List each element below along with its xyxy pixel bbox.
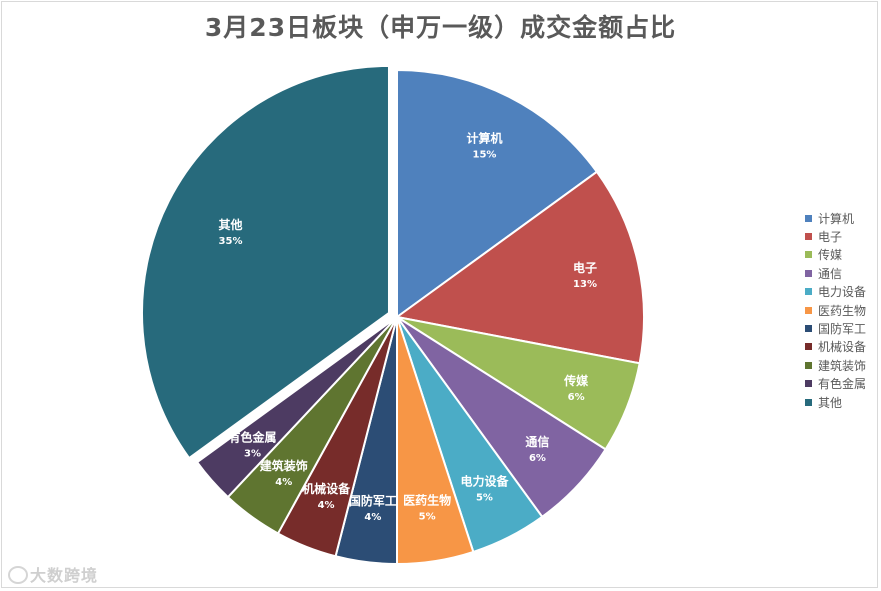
slice-percent-label: 35% xyxy=(219,236,243,247)
legend: 计算机电子传媒通信电力设备医药生物国防军工机械设备建筑装饰有色金属其他 xyxy=(805,209,877,411)
slice-percent-label: 5% xyxy=(419,511,436,522)
slice-label-8: 建筑装饰 4% xyxy=(259,458,308,488)
legend-label: 电力设备 xyxy=(818,285,867,300)
legend-label: 电子 xyxy=(818,230,843,245)
legend-item-6: 国防军工 xyxy=(805,319,877,337)
legend-swatch xyxy=(805,251,812,259)
legend-label: 机械设备 xyxy=(818,340,867,355)
legend-swatch xyxy=(805,306,812,314)
legend-label: 医药生物 xyxy=(818,303,867,318)
legend-label: 国防军工 xyxy=(818,322,867,337)
legend-item-5: 医药生物 xyxy=(805,301,877,319)
slice-label-9: 有色金属 3% xyxy=(228,429,276,459)
legend-label: 计算机 xyxy=(818,211,855,226)
slice-percent-label: 5% xyxy=(476,493,493,504)
slice-percent-label: 15% xyxy=(472,149,496,160)
slice-category-label: 有色金属 xyxy=(228,429,276,444)
pie-slice-1 xyxy=(394,170,645,365)
legend-label: 通信 xyxy=(818,266,843,281)
slice-label-1: 电子 13% xyxy=(573,260,597,290)
watermark: 大数跨境 xyxy=(8,562,98,586)
pie-slice-0 xyxy=(396,68,599,319)
legend-swatch xyxy=(805,233,812,241)
slice-percent-label: 3% xyxy=(244,448,261,459)
slice-percent-label: 6% xyxy=(529,453,546,464)
legend-item-8: 建筑装饰 xyxy=(805,356,877,374)
slice-category-label: 医药生物 xyxy=(403,492,451,507)
pie-slice-10 xyxy=(140,64,390,460)
slice-label-10: 其他 35% xyxy=(219,217,243,247)
watermark-text: 大数跨境 xyxy=(30,566,99,585)
legend-item-9: 有色金属 xyxy=(805,375,877,393)
legend-swatch xyxy=(805,398,812,406)
slice-label-5: 医药生物 5% xyxy=(403,492,451,522)
slice-category-label: 电子 xyxy=(573,260,597,275)
legend-label: 建筑装饰 xyxy=(818,358,867,373)
chart-title: 3月23日板块（申万一级）成交金额占比 xyxy=(204,13,677,42)
legend-item-0: 计算机 xyxy=(805,209,877,227)
legend-swatch xyxy=(805,380,812,388)
legend-swatch xyxy=(805,214,812,222)
slice-percent-label: 4% xyxy=(318,500,335,511)
slice-category-label: 建筑装饰 xyxy=(259,458,308,473)
legend-swatch xyxy=(805,343,812,351)
slice-category-label: 计算机 xyxy=(466,130,502,145)
legend-item-2: 传媒 xyxy=(805,246,877,264)
legend-swatch xyxy=(805,269,812,277)
slice-category-label: 电力设备 xyxy=(460,474,509,489)
legend-label: 传媒 xyxy=(818,248,843,263)
slice-label-2: 传媒 6% xyxy=(563,373,589,403)
slice-category-label: 国防军工 xyxy=(349,493,397,508)
slice-label-6: 国防军工 4% xyxy=(349,493,397,523)
legend-item-3: 通信 xyxy=(805,264,877,282)
slice-label-7: 机械设备 4% xyxy=(302,481,351,511)
slice-label-3: 通信 6% xyxy=(525,434,549,464)
legend-label: 其他 xyxy=(818,395,843,410)
legend-item-4: 电力设备 xyxy=(805,283,877,301)
legend-item-1: 电子 xyxy=(805,227,877,245)
watermark-logo-icon xyxy=(8,566,28,584)
legend-item-7: 机械设备 xyxy=(805,338,877,356)
slice-category-label: 机械设备 xyxy=(302,481,351,496)
slice-category-label: 通信 xyxy=(525,434,549,449)
legend-item-10: 其他 xyxy=(805,393,877,411)
slice-percent-label: 13% xyxy=(573,279,597,290)
pie-slice-9 xyxy=(195,316,398,499)
slice-percent-label: 6% xyxy=(568,392,585,403)
slice-label-0: 计算机 15% xyxy=(466,130,502,160)
slice-percent-label: 4% xyxy=(364,512,381,523)
slice-percent-label: 4% xyxy=(275,477,292,488)
slice-category-label: 传媒 xyxy=(563,373,589,388)
slice-label-4: 电力设备 5% xyxy=(460,474,509,504)
legend-label: 有色金属 xyxy=(818,377,867,392)
legend-swatch xyxy=(805,288,812,296)
legend-swatch xyxy=(805,361,812,369)
legend-swatch xyxy=(805,325,812,333)
slice-category-label: 其他 xyxy=(219,217,243,232)
